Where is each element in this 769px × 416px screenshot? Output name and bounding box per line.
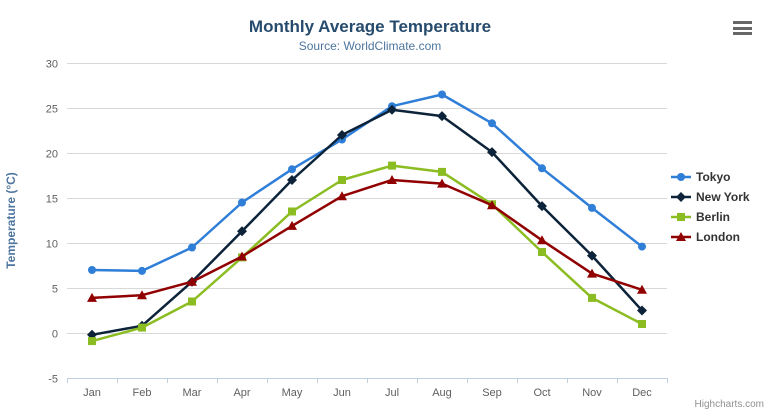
tokyo-marker-icon[interactable] [677, 173, 685, 181]
x-axis-tick-label: Jan [83, 387, 101, 399]
data-point-berlin[interactable] [538, 248, 546, 256]
data-point-london[interactable] [187, 276, 197, 286]
hamburger-icon [733, 26, 752, 30]
data-point-london[interactable] [287, 220, 297, 230]
y-axis-tick-label: 0 [52, 329, 58, 341]
data-point-new-york[interactable] [437, 111, 447, 122]
x-axis-tick-label: Mar [183, 387, 202, 399]
data-point-new-york[interactable] [237, 226, 247, 237]
data-point-london[interactable] [387, 175, 397, 184]
legend-item-london[interactable]: London [671, 227, 750, 247]
data-point-new-york[interactable] [637, 305, 647, 316]
data-point-london[interactable] [637, 284, 647, 294]
new-york-legend-marker-icon [671, 192, 691, 202]
data-point-berlin[interactable] [338, 176, 346, 184]
x-axis-tick-label: May [282, 387, 303, 399]
data-point-tokyo[interactable] [88, 266, 96, 274]
credits-link[interactable]: Highcharts.com [694, 399, 764, 410]
x-axis-tick-label: Nov [582, 387, 602, 399]
berlin-marker-icon[interactable] [677, 213, 685, 221]
data-point-tokyo[interactable] [588, 203, 596, 212]
data-point-tokyo[interactable] [638, 242, 646, 251]
data-point-berlin[interactable] [638, 320, 646, 328]
legend-label: Berlin [696, 210, 731, 224]
legend: Tokyo New York Berlin London [671, 167, 750, 247]
data-point-tokyo[interactable] [438, 90, 446, 99]
data-point-new-york[interactable] [587, 250, 597, 261]
data-point-berlin[interactable] [188, 297, 196, 306]
y-axis-tick-label: 10 [46, 239, 58, 251]
data-point-tokyo[interactable] [538, 164, 546, 173]
data-point-london[interactable] [487, 200, 497, 210]
data-point-berlin[interactable] [388, 161, 396, 170]
hamburger-icon [733, 21, 752, 24]
legend-item-berlin[interactable]: Berlin [671, 207, 750, 227]
data-point-london[interactable] [337, 191, 347, 201]
x-axis-tick-label: Oct [533, 387, 550, 399]
berlin-legend-marker-icon [671, 213, 691, 221]
legend-item-new-york[interactable]: New York [671, 187, 750, 207]
data-point-new-york[interactable] [487, 147, 497, 158]
y-axis-title: Temperature (°C) [4, 172, 18, 269]
x-axis-tick-label: Dec [632, 387, 652, 399]
data-point-new-york[interactable] [537, 201, 547, 212]
y-axis-tick-label: -5 [48, 374, 58, 386]
data-point-london[interactable] [437, 178, 447, 188]
new-york-marker-icon[interactable] [676, 192, 686, 202]
data-point-berlin[interactable] [588, 293, 596, 302]
chart-subtitle: Source: WorldClimate.com [298, 39, 442, 53]
x-axis-tick-label: Jun [333, 387, 351, 399]
legend-item-tokyo[interactable]: Tokyo [671, 167, 750, 187]
data-point-berlin[interactable] [138, 323, 146, 332]
series-line-new-york[interactable] [90, 108, 644, 337]
series-line-london[interactable] [90, 178, 644, 300]
legend-label: Tokyo [696, 170, 731, 184]
data-point-new-york[interactable] [287, 175, 297, 185]
y-axis-tick-label: 15 [46, 194, 58, 206]
data-point-berlin[interactable] [88, 337, 96, 346]
x-axis-tick-label: Aug [432, 387, 452, 399]
legend-label: London [696, 230, 740, 244]
data-point-tokyo[interactable] [238, 198, 246, 207]
export-menu-button[interactable] [733, 21, 752, 35]
data-point-tokyo[interactable] [188, 243, 196, 252]
data-point-berlin[interactable] [288, 207, 296, 216]
x-axis-tick-label: Jul [385, 387, 399, 399]
y-axis-tick-label: 25 [46, 104, 58, 116]
legend-label: New York [696, 190, 750, 204]
data-point-london[interactable] [87, 292, 97, 302]
data-point-london[interactable] [237, 251, 247, 261]
data-point-london[interactable] [137, 290, 147, 300]
y-axis-tick-label: 30 [46, 59, 58, 71]
data-point-berlin[interactable] [438, 167, 446, 176]
data-point-london[interactable] [587, 268, 597, 278]
hamburger-icon [733, 32, 752, 35]
data-point-london[interactable] [537, 235, 547, 245]
data-point-tokyo[interactable] [488, 119, 496, 128]
series-line-berlin[interactable] [90, 164, 644, 343]
series-line-tokyo[interactable] [90, 93, 644, 273]
london-legend-marker-icon [671, 232, 691, 241]
data-point-tokyo[interactable] [138, 266, 146, 275]
chart-title: Monthly Average Temperature [248, 17, 492, 36]
data-point-new-york[interactable] [337, 130, 347, 140]
y-axis-tick-label: 20 [46, 149, 58, 161]
data-point-new-york[interactable] [387, 104, 397, 115]
data-point-tokyo[interactable] [288, 165, 296, 174]
x-axis-tick-label: Sep [482, 387, 502, 399]
tokyo-legend-marker-icon [671, 173, 691, 181]
x-axis-tick-label: Feb [133, 387, 152, 399]
y-axis-tick-label: 5 [52, 284, 58, 296]
x-axis-tick-label: Apr [233, 387, 250, 399]
london-marker-icon[interactable] [676, 232, 686, 241]
